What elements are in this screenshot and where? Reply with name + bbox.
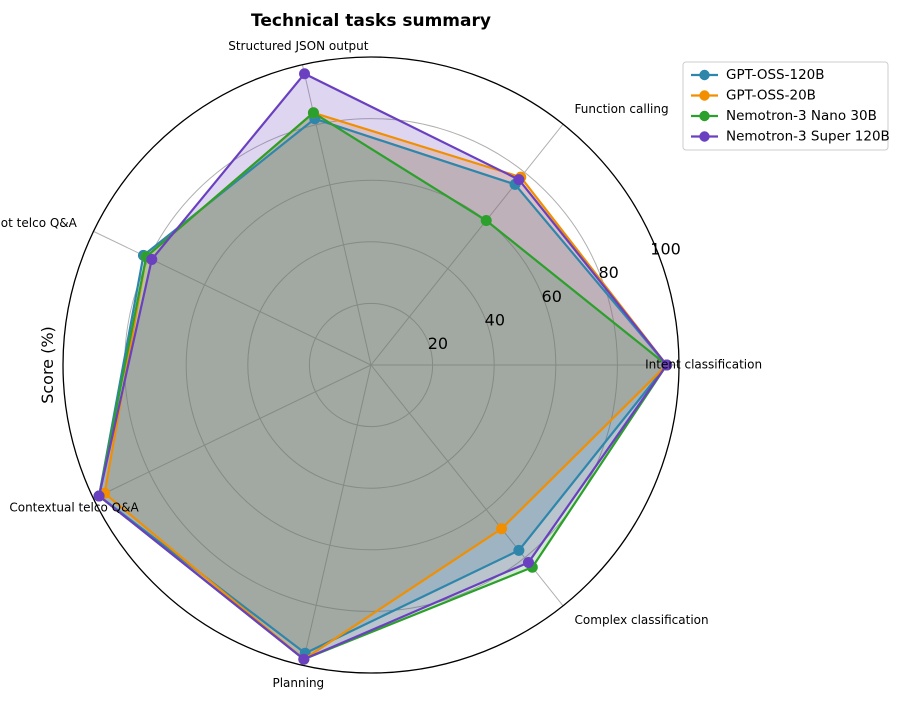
spoke-line xyxy=(93,364,372,500)
legend-label: Nemotron-3 Nano 30B xyxy=(726,108,877,124)
radial-tick-label: 100 xyxy=(650,240,681,259)
data-point xyxy=(513,544,525,556)
outer-ring xyxy=(62,56,680,674)
data-point xyxy=(93,490,105,502)
series-fills xyxy=(99,73,667,660)
radial-tick-label: 40 xyxy=(485,310,505,329)
grid-ring xyxy=(308,302,434,428)
series-lines xyxy=(93,68,673,665)
data-point xyxy=(496,523,508,535)
radial-tick-label: 60 xyxy=(542,287,562,306)
legend: GPT-OSS-120B GPT-OSS-20B Nemotron-3 Nano 3… xyxy=(682,61,890,151)
data-point xyxy=(307,107,319,119)
legend-label: Nemotron-3 Super 120B xyxy=(726,129,890,145)
series-fill xyxy=(104,112,667,660)
category-label: Zero-shot telco Q&A xyxy=(0,216,78,230)
spoke-line xyxy=(301,364,372,666)
category-label: Planning xyxy=(272,676,324,690)
data-point xyxy=(480,215,492,227)
data-point xyxy=(298,653,310,665)
legend-marker xyxy=(699,110,710,122)
category-label: Structured JSON output xyxy=(228,39,369,53)
radial-tick-label: 20 xyxy=(428,334,448,353)
data-point xyxy=(299,68,311,80)
data-point xyxy=(146,253,158,265)
data-point xyxy=(522,556,534,568)
category-label: Complex classification xyxy=(575,613,709,627)
legend-marker xyxy=(699,90,710,101)
grid-ring xyxy=(185,179,557,551)
legend-marker xyxy=(699,131,710,142)
category-label: Contextual telco Q&A xyxy=(9,501,139,515)
legend-marker xyxy=(699,69,710,81)
legend-label: GPT-OSS-20B xyxy=(726,88,816,104)
data-point xyxy=(513,174,525,186)
series-line xyxy=(97,72,668,661)
legend-label: GPT-OSS-120B xyxy=(726,67,825,83)
chart-title: Technical tasks summary xyxy=(251,11,491,31)
series-line xyxy=(97,117,668,655)
legend-box xyxy=(682,61,889,151)
radial-tick-label: 80 xyxy=(598,263,618,282)
series-fill xyxy=(99,73,667,660)
radial-ticks: 20 40 60 80 100 xyxy=(428,240,681,353)
spoke-line xyxy=(370,123,564,366)
series-line xyxy=(97,111,668,661)
category-label: Function calling xyxy=(575,102,669,116)
data-point xyxy=(661,359,673,371)
grid-ring xyxy=(247,241,495,489)
category-labels: Intent classification Function calling Str… xyxy=(0,39,762,690)
category-label: Intent classification xyxy=(645,358,762,372)
y-axis-label: Score (%) xyxy=(38,326,57,404)
series-fill xyxy=(99,112,667,660)
